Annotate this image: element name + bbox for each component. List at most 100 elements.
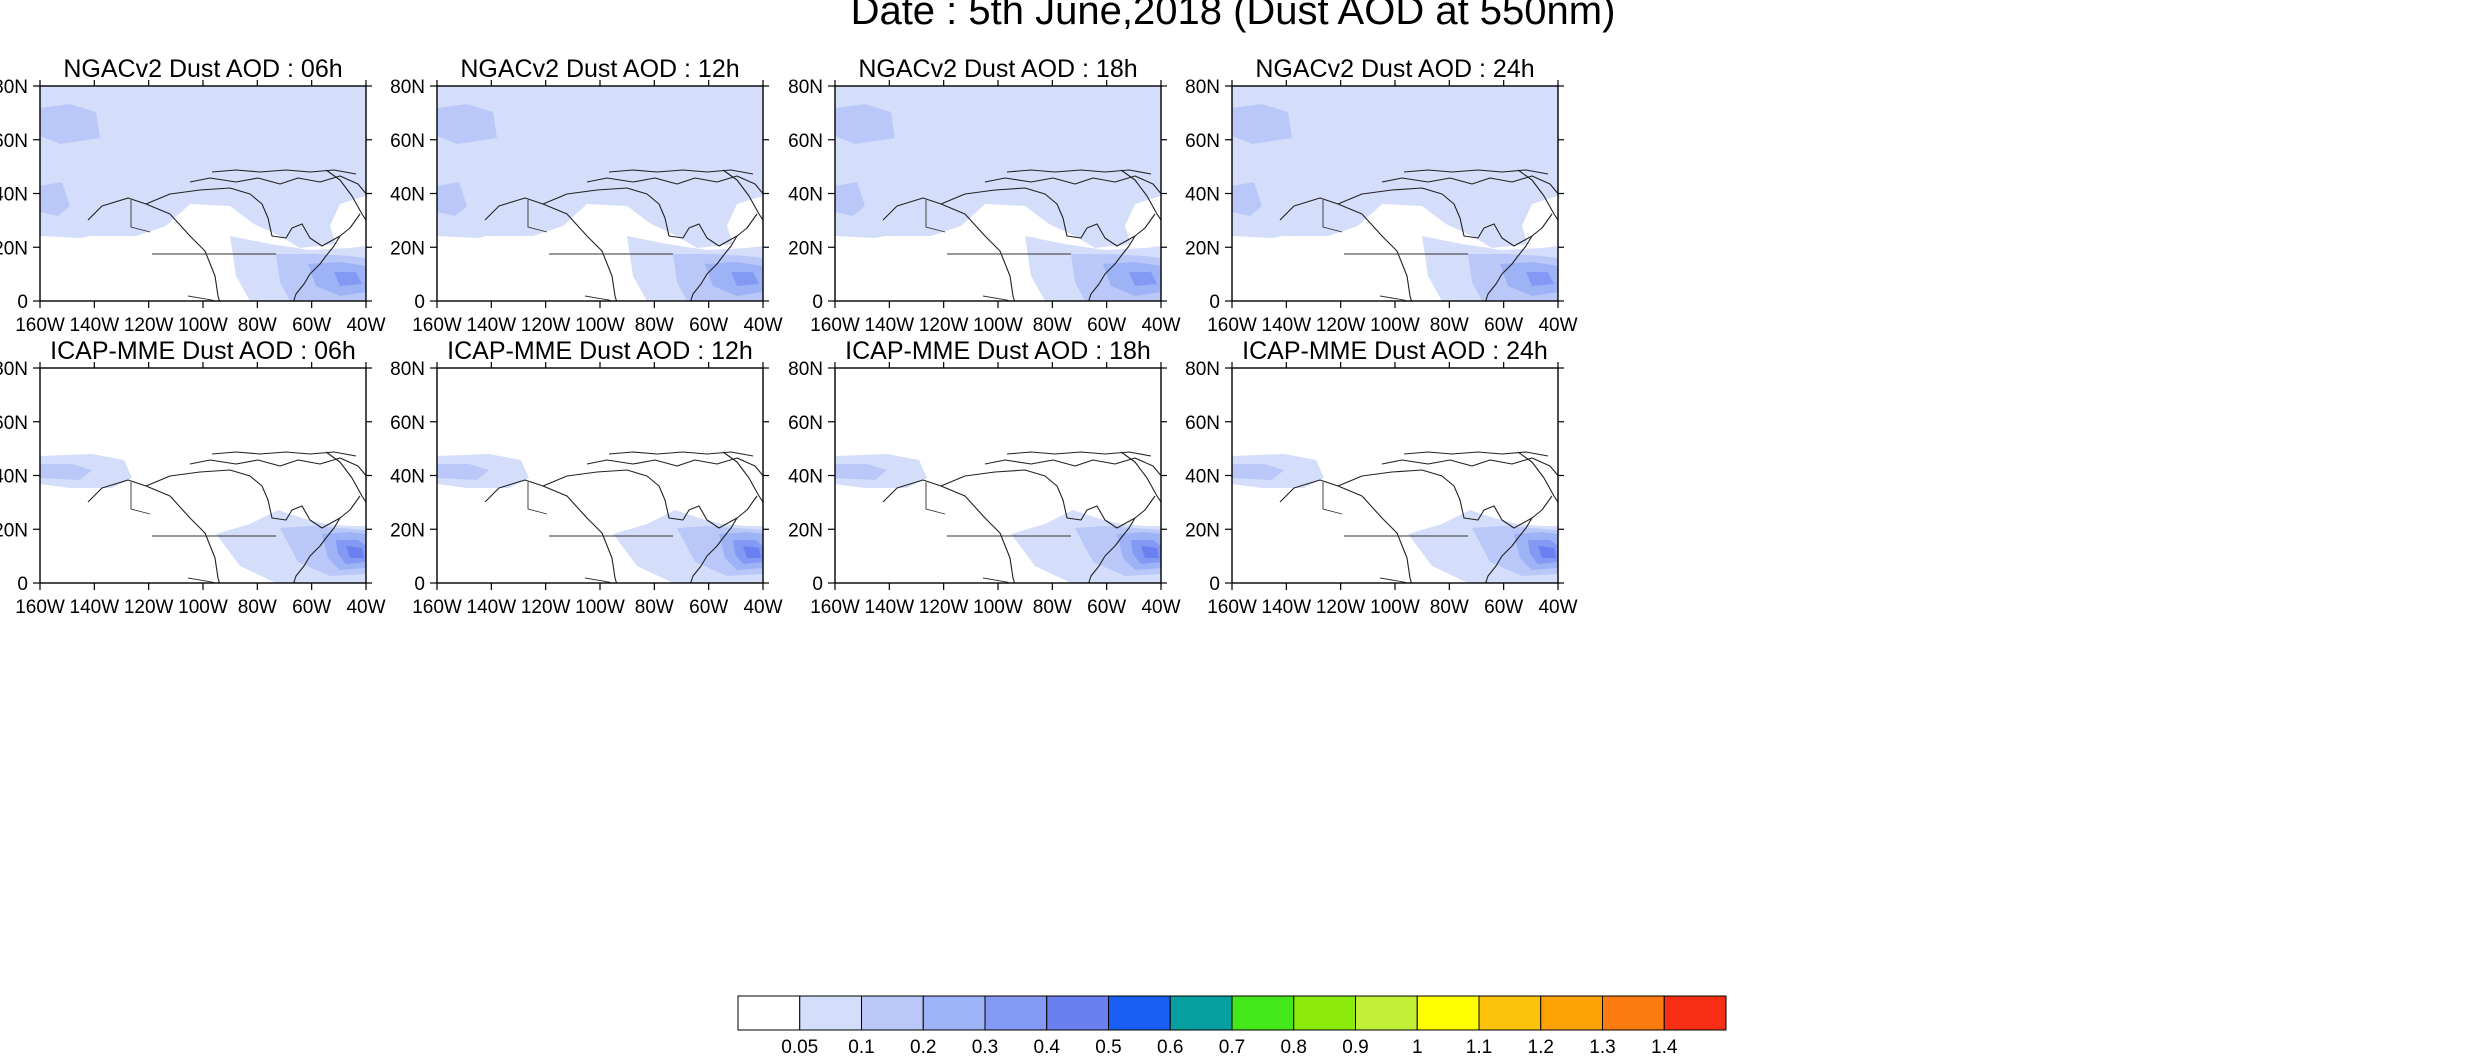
panel-title: ICAP-MME Dust AOD : 24h bbox=[1242, 337, 1548, 365]
colorbar-swatch bbox=[922, 995, 986, 1031]
lat-tick-label: 60N bbox=[0, 131, 28, 152]
colorbar-swatch bbox=[1540, 995, 1603, 1031]
colorbar-label: 0.4 bbox=[1034, 1037, 1061, 1056]
panel-title: ICAP-MME Dust AOD : 18h bbox=[845, 337, 1151, 365]
panel-title: NGACv2 Dust AOD : 18h bbox=[858, 55, 1137, 83]
colorbar-swatch bbox=[1355, 995, 1418, 1031]
lat-tick-label: 60N bbox=[788, 413, 823, 434]
colorbar-swatch bbox=[1663, 995, 1727, 1031]
lat-tick-label: 40N bbox=[1185, 185, 1220, 206]
lon-tick-label: 120W bbox=[124, 597, 174, 618]
lon-tick-label: 140W bbox=[467, 315, 517, 336]
lon-tick-label: 80W bbox=[238, 315, 277, 336]
lon-tick-label: 160W bbox=[412, 597, 462, 618]
lon-tick-label: 80W bbox=[1033, 315, 1072, 336]
lat-tick-label: 80N bbox=[788, 359, 823, 380]
lon-tick-label: 120W bbox=[919, 597, 969, 618]
lat-tick-label: 80N bbox=[788, 77, 823, 98]
lon-tick-label: 140W bbox=[70, 597, 120, 618]
lat-tick-label: 60N bbox=[1185, 131, 1220, 152]
lon-tick-label: 60W bbox=[292, 315, 331, 336]
colorbar-swatch bbox=[1231, 995, 1295, 1031]
lon-tick-label: 140W bbox=[1262, 597, 1312, 618]
lon-tick-label: 120W bbox=[1316, 597, 1366, 618]
lat-tick-label: 40N bbox=[1185, 467, 1220, 488]
colorbar-swatch bbox=[1293, 995, 1356, 1031]
lon-tick-label: 160W bbox=[1207, 597, 1257, 618]
lon-tick-label: 140W bbox=[70, 315, 120, 336]
lon-tick-label: 80W bbox=[1430, 315, 1469, 336]
map-panel-icap-mme-24h: ICAP-MME Dust AOD : 24h 160W 140W 120W 100W 8… bbox=[1185, 337, 1577, 618]
lat-tick-label: 40N bbox=[788, 467, 823, 488]
lon-tick-label: 60W bbox=[1087, 315, 1126, 336]
lat-tick-label: 60N bbox=[390, 413, 425, 434]
figure-title: Date : 5th June,2018 (Dust AOD at 550nm) bbox=[851, 0, 1616, 33]
lon-tick-label: 60W bbox=[1484, 597, 1523, 618]
map-panel-ngacv2-24h: NGACv2 Dust AOD : 24h 160W 140W 120W 100W 80W… bbox=[1185, 55, 1577, 336]
lon-tick-label: 60W bbox=[1484, 315, 1523, 336]
lat-tick-label: 60N bbox=[1185, 413, 1220, 434]
lat-tick-label: 20N bbox=[788, 520, 823, 541]
aod-shade-7 bbox=[334, 272, 362, 286]
lat-tick-label: 0 bbox=[1209, 292, 1220, 313]
colorbar-swatch bbox=[984, 995, 1048, 1031]
colorbar-label: 1.1 bbox=[1466, 1037, 1492, 1056]
aod-shade-1 bbox=[437, 464, 489, 480]
lat-tick-label: 0 bbox=[17, 292, 28, 313]
colorbar-swatch bbox=[1602, 995, 1665, 1031]
map-panel-icap-mme-12h: ICAP-MME Dust AOD : 12h 160W 140W 120W 100W 8… bbox=[390, 337, 782, 618]
colorbar-label: 1.2 bbox=[1528, 1037, 1554, 1056]
lon-tick-label: 100W bbox=[178, 315, 228, 336]
aod-shade-3 bbox=[1232, 182, 1262, 216]
aod-shade-3 bbox=[40, 182, 70, 216]
lon-tick-label: 100W bbox=[1370, 315, 1420, 336]
colorbar-swatch bbox=[799, 995, 862, 1031]
lon-tick-label: 40W bbox=[1141, 597, 1180, 618]
lon-tick-label: 80W bbox=[238, 597, 277, 618]
panel-title: ICAP-MME Dust AOD : 12h bbox=[447, 337, 753, 365]
lon-tick-label: 40W bbox=[743, 315, 782, 336]
aod-shade-1 bbox=[835, 464, 887, 480]
lat-tick-label: 80N bbox=[0, 359, 28, 380]
aod-shade-7 bbox=[1129, 272, 1157, 286]
lon-tick-label: 160W bbox=[412, 315, 462, 336]
lon-tick-label: 80W bbox=[1430, 597, 1469, 618]
lat-tick-label: 40N bbox=[390, 185, 425, 206]
lon-tick-label: 140W bbox=[865, 597, 915, 618]
colorbar-label: 0.1 bbox=[848, 1037, 874, 1056]
lat-tick-label: 20N bbox=[390, 520, 425, 541]
colorbar-swatch bbox=[1046, 995, 1109, 1031]
lon-tick-label: 100W bbox=[575, 315, 625, 336]
colorbar-label: 0.05 bbox=[781, 1037, 818, 1056]
lon-tick-label: 120W bbox=[521, 315, 571, 336]
colorbar-swatch bbox=[1478, 995, 1542, 1031]
lat-tick-label: 0 bbox=[414, 292, 425, 313]
lat-tick-label: 40N bbox=[390, 467, 425, 488]
lon-tick-label: 40W bbox=[1141, 315, 1180, 336]
colorbar-label: 0.3 bbox=[972, 1037, 998, 1056]
panel-title: NGACv2 Dust AOD : 06h bbox=[63, 55, 342, 83]
lat-tick-label: 0 bbox=[812, 292, 823, 313]
lat-tick-label: 60N bbox=[788, 131, 823, 152]
panel-title: NGACv2 Dust AOD : 12h bbox=[460, 55, 739, 83]
lat-tick-label: 80N bbox=[1185, 359, 1220, 380]
lon-tick-label: 140W bbox=[467, 597, 517, 618]
lon-tick-label: 120W bbox=[521, 597, 571, 618]
colorbar-swatch bbox=[861, 995, 924, 1031]
colorbar-label: 0.2 bbox=[910, 1037, 936, 1056]
lat-tick-label: 80N bbox=[1185, 77, 1220, 98]
lat-tick-label: 20N bbox=[0, 238, 28, 259]
colorbar-label: 1.4 bbox=[1651, 1037, 1678, 1056]
aod-shade-2 bbox=[835, 104, 895, 144]
lon-tick-label: 40W bbox=[346, 597, 385, 618]
colorbar-label: 0.7 bbox=[1219, 1037, 1245, 1056]
aod-shade-6 bbox=[346, 546, 364, 558]
aod-shade-6 bbox=[1538, 546, 1556, 558]
lat-tick-label: 0 bbox=[17, 574, 28, 595]
colorbar-label: 1.3 bbox=[1589, 1037, 1615, 1056]
map-panel-ngacv2-12h: NGACv2 Dust AOD : 12h 160W 140W 120W 100W 80W… bbox=[390, 55, 782, 336]
colorbar-swatch bbox=[737, 995, 801, 1031]
aod-shade-7 bbox=[1526, 272, 1554, 286]
panel-title: ICAP-MME Dust AOD : 06h bbox=[50, 337, 356, 365]
